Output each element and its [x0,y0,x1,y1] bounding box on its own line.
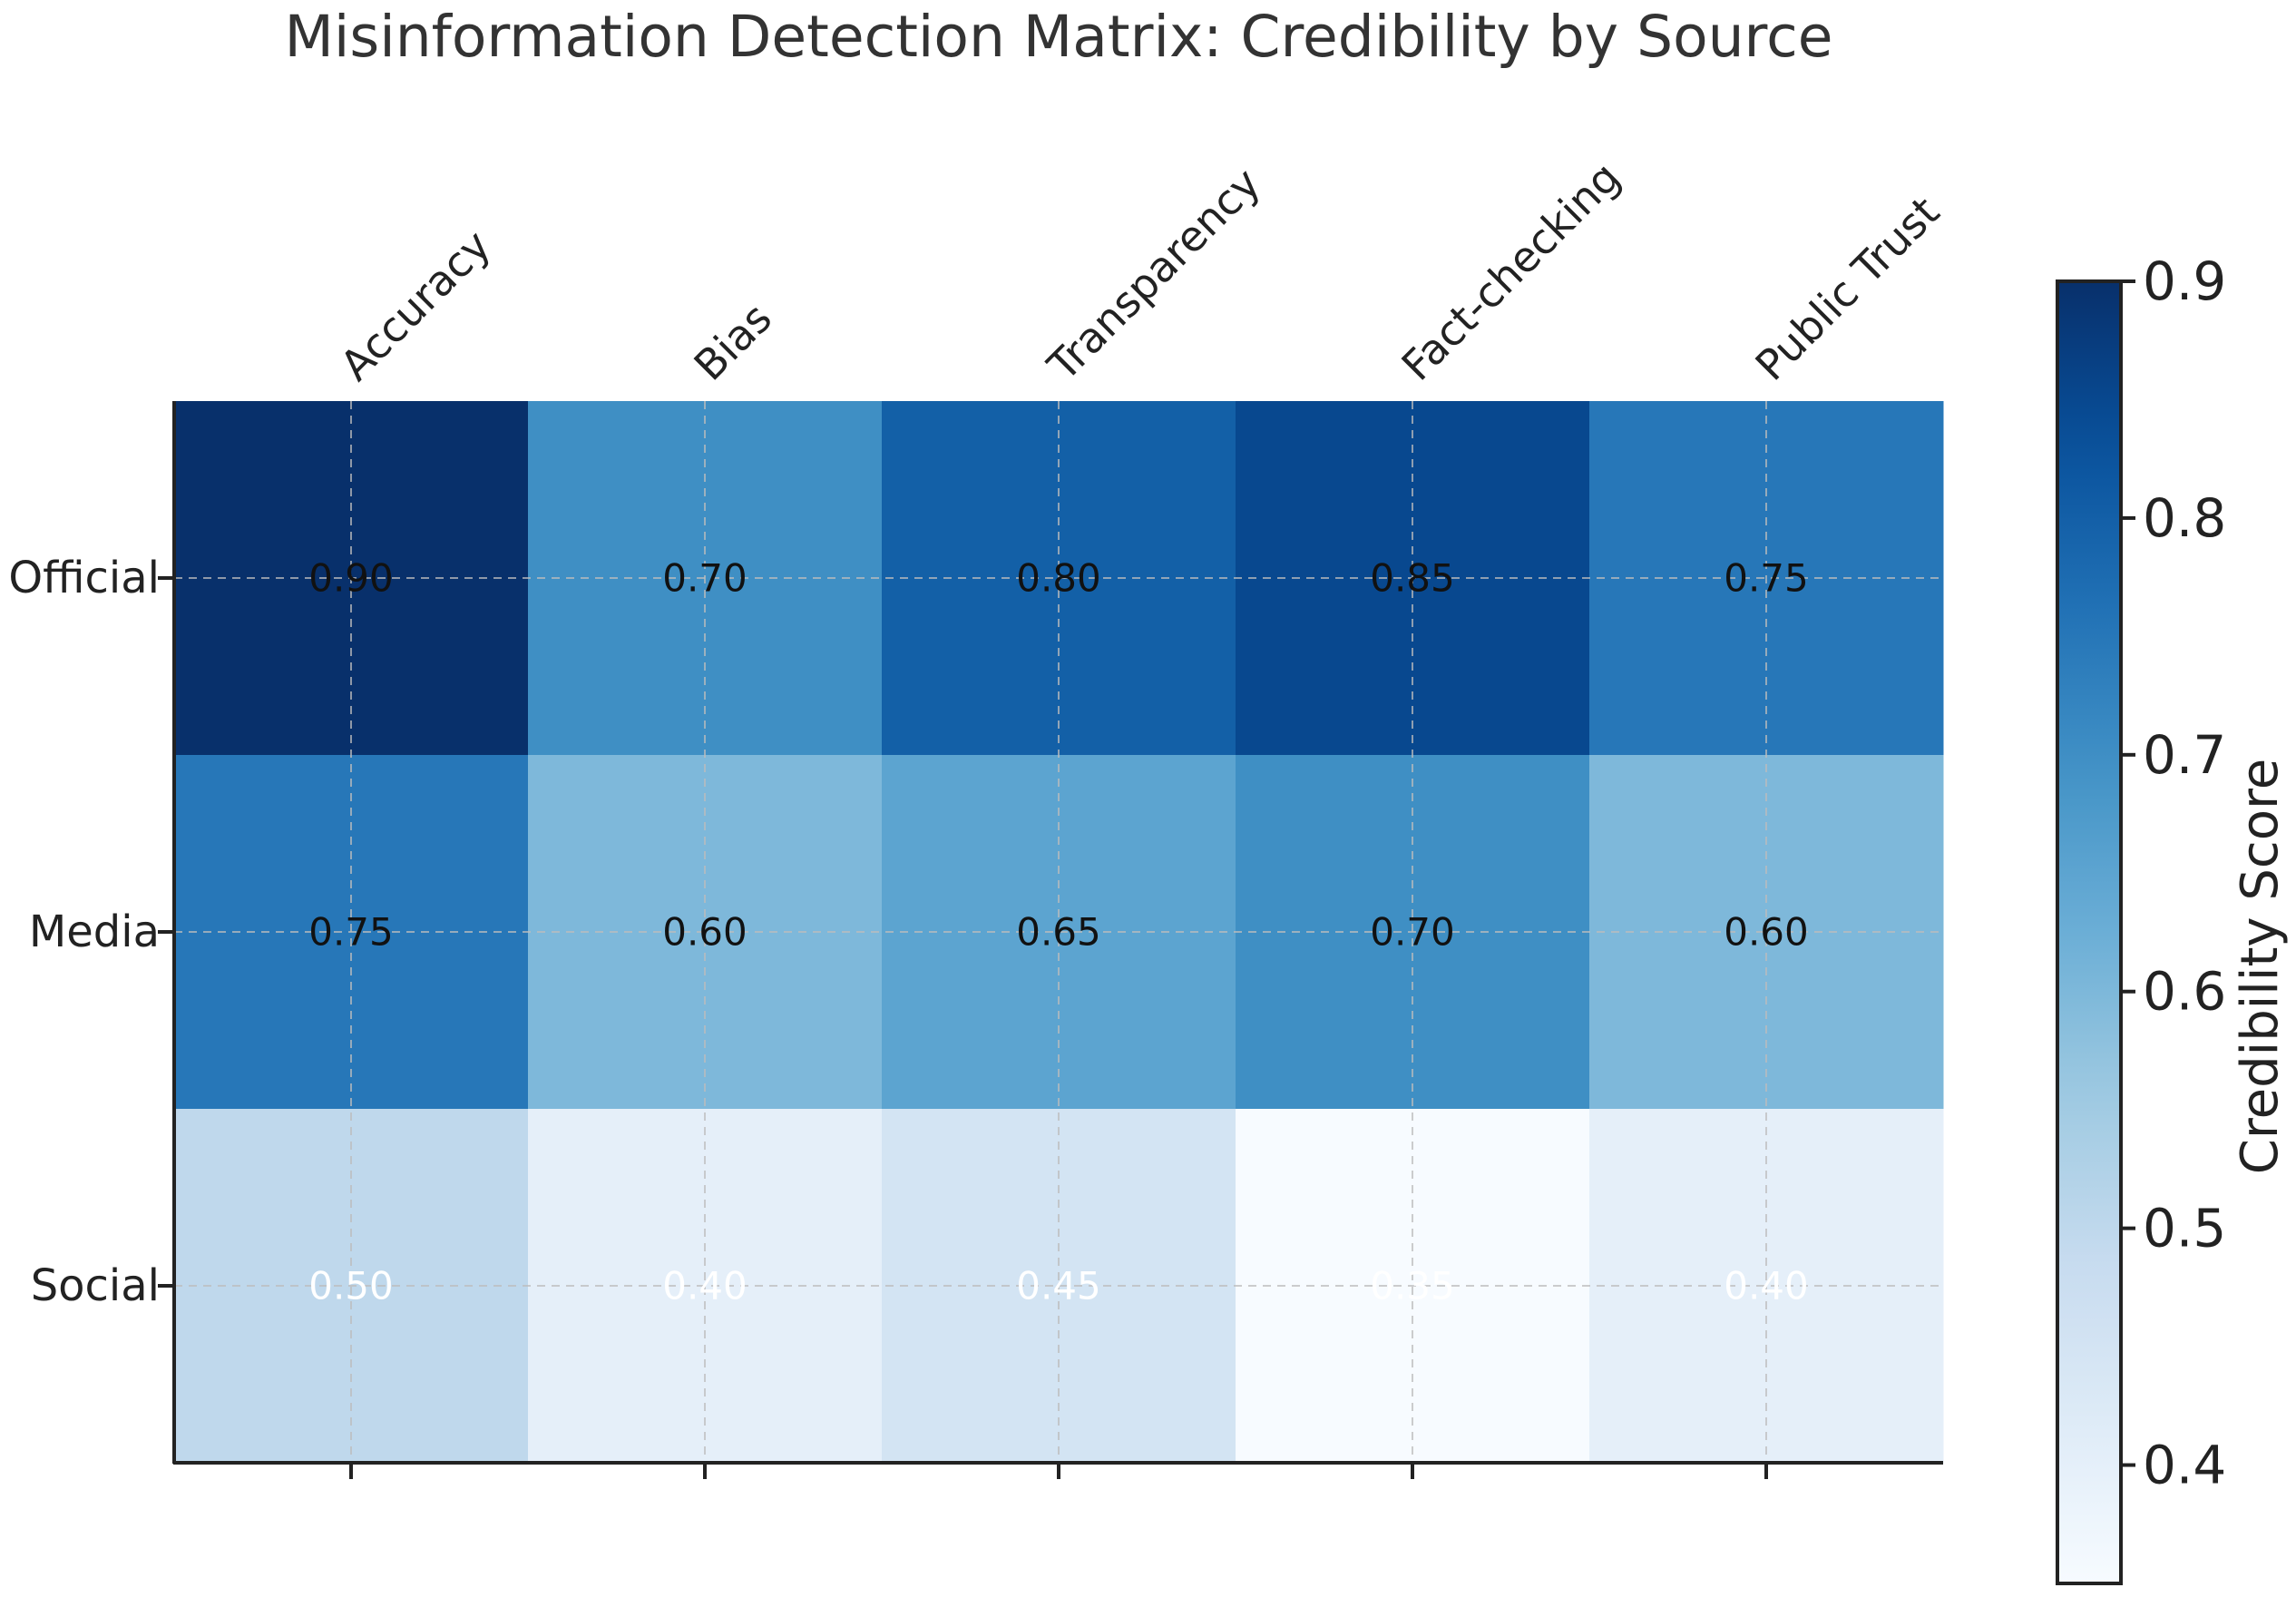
gridlines [174,401,1943,1463]
colorbar-label: Credibility Score [2231,759,2290,1174]
colorbar-tick-label: 0.4 [2143,1435,2226,1496]
colorbar-gradient [2056,279,2123,1585]
cell-value-label: 0.80 [1016,556,1101,601]
column-tick-label: Bias [685,293,781,389]
column-tick-labels: Accuracy Bias Transparency Fact-checking Pub… [331,152,1949,390]
axes-spines [158,401,1943,1479]
cell-value-label: 0.35 [1370,1264,1455,1308]
cell-value-label: 0.70 [1370,910,1455,955]
cell-value-labels: 0.90 0.70 0.80 0.85 0.75 0.75 0.60 0.65 0.70 0.60… [308,556,1809,1308]
cell-value-label: 0.85 [1370,556,1455,601]
cell-value-label: 0.90 [308,556,394,601]
cell-value-label: 0.75 [1724,556,1809,601]
colorbar-tick-label: 0.7 [2143,724,2226,786]
cell-value-label: 0.65 [1016,910,1101,955]
row-tick-label: Social [31,1260,160,1311]
cell-value-label: 0.75 [308,910,394,955]
cell-value-label: 0.60 [1724,910,1809,955]
colorbar-tick-label: 0.5 [2143,1198,2226,1259]
cell-value-label: 0.40 [662,1264,747,1308]
column-tick-label: Accuracy [331,220,501,390]
cell-value-label: 0.70 [662,556,747,601]
colorbar-tick-label: 0.9 [2143,250,2226,312]
colorbar-tick-label: 0.6 [2143,961,2226,1023]
column-tick-label: Transparency [1038,159,1270,391]
colorbar: 0.4 0.5 0.6 0.7 0.8 0.9 [2056,250,2226,1585]
column-tick-label: Fact-checking [1392,152,1630,390]
column-tick-label: Public Trust [1746,187,1949,390]
row-tick-label: Media [29,906,160,957]
row-tick-labels: Official Media Social [8,553,160,1311]
cell-value-label: 0.60 [662,910,747,955]
cell-value-label: 0.50 [308,1264,394,1308]
cell-value-label: 0.45 [1016,1264,1101,1308]
colorbar-tick-label: 0.8 [2143,487,2226,549]
cell-value-label: 0.40 [1724,1264,1809,1308]
chart-title: Misinformation Detection Matrix: Credibi… [285,4,1833,70]
row-tick-label: Official [8,553,160,603]
